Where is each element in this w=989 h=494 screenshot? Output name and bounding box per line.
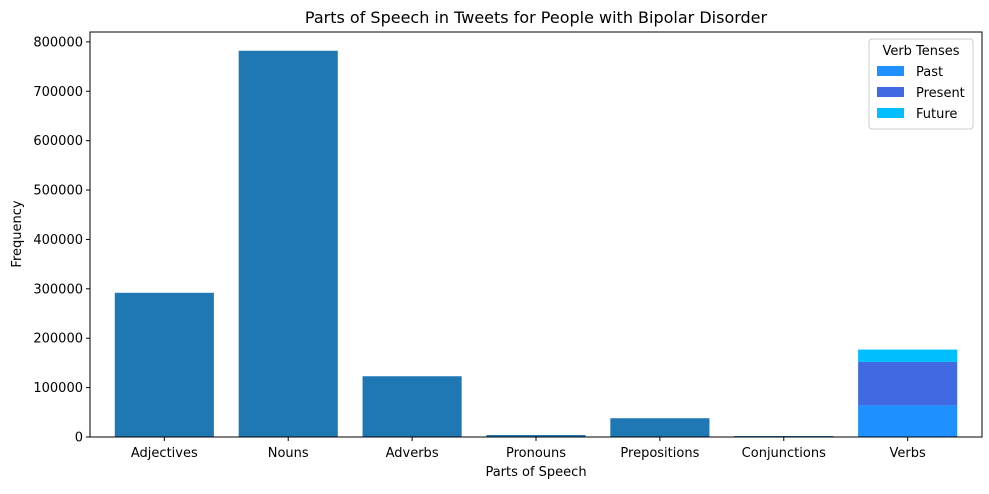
x-tick-label: Adverbs: [386, 446, 439, 461]
x-axis-label: Parts of Speech: [485, 465, 586, 480]
bar-segment-verbs-future: [858, 349, 958, 362]
x-tick-label: Prepositions: [620, 446, 699, 461]
plot-area: [114, 50, 958, 438]
x-tick-label: Adjectives: [131, 446, 198, 461]
bar-segment-verbs-present: [858, 361, 958, 406]
y-tick-label: 500000: [33, 184, 83, 199]
y-tick-label: 300000: [33, 282, 83, 297]
y-tick-label: 0: [75, 431, 83, 446]
y-tick-label: 600000: [33, 134, 83, 149]
x-tick-label: Verbs: [890, 446, 926, 461]
x-tick-label: Conjunctions: [742, 446, 826, 461]
y-tick-label: 800000: [33, 35, 83, 50]
x-tick-label: Pronouns: [506, 446, 566, 461]
chart-title: Parts of Speech in Tweets for People wit…: [305, 8, 768, 27]
y-tick-label: 100000: [33, 381, 83, 396]
y-tick-label: 700000: [33, 85, 83, 100]
legend-swatch-past: [877, 66, 904, 76]
bar-pronouns: [486, 435, 586, 437]
legend-label-past: Past: [916, 65, 943, 80]
legend-swatch-future: [877, 108, 904, 118]
y-tick-label: 200000: [33, 332, 83, 347]
y-axis-label: Frequency: [10, 200, 25, 267]
bar-adverbs: [362, 376, 462, 437]
x-axis: Adjectives Nouns Adverbs Pronouns Prepositio…: [131, 437, 926, 461]
bar-prepositions: [610, 418, 710, 437]
x-tick-label: Nouns: [268, 446, 309, 461]
bar-segment-verbs-past: [858, 405, 958, 437]
legend-label-present: Present: [916, 86, 965, 101]
legend-label-future: Future: [916, 107, 957, 122]
legend: Verb Tenses Past Present Future: [868, 38, 974, 130]
plot-frame: [89, 31, 983, 438]
legend-title: Verb Tenses: [882, 44, 959, 59]
y-tick-label: 400000: [33, 233, 83, 248]
bar-nouns: [238, 50, 338, 438]
y-axis: 0 100000 200000 300000 400000 500000 600000 700…: [33, 35, 90, 446]
legend-box: [868, 38, 974, 130]
bar-adjectives: [114, 292, 214, 437]
legend-swatch-present: [877, 87, 904, 97]
